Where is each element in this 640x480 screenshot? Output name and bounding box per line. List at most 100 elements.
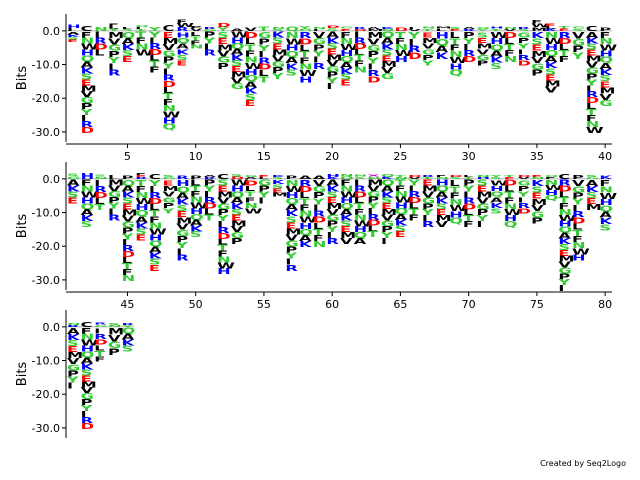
residue-glyph: H <box>176 30 190 39</box>
residue-glyph: I <box>94 326 100 335</box>
residue-glyph: N <box>449 50 463 60</box>
residue-glyph: G <box>572 38 585 48</box>
residue-glyph: R <box>149 191 162 200</box>
x-tick-label: 35 <box>530 150 544 163</box>
residue-glyph: C <box>558 172 570 181</box>
residue-glyph: S <box>190 230 202 239</box>
residue-glyph: V <box>122 214 135 223</box>
residue-glyph: H <box>217 267 231 276</box>
residue-glyph: M <box>163 184 179 193</box>
residue-glyph: I <box>517 195 523 204</box>
residue-glyph: A <box>122 184 135 193</box>
residue-glyph: G <box>67 363 80 372</box>
residue-glyph: I <box>258 50 264 60</box>
residue-glyph: P <box>558 272 570 281</box>
residue-glyph: T <box>449 37 460 47</box>
residue-glyph: I <box>422 214 428 223</box>
residue-glyph: P <box>572 174 584 180</box>
residue-glyph: V <box>340 237 353 246</box>
residue-glyph: G <box>531 210 544 220</box>
residue-glyph: V <box>81 386 94 395</box>
y-tick-label: -20.0 <box>32 92 60 105</box>
residue-glyph: S <box>436 202 448 211</box>
residue-glyph: D <box>517 174 530 177</box>
residue-glyph: N <box>586 120 600 129</box>
residue-glyph: G <box>477 202 490 211</box>
residue-glyph: A <box>586 30 599 39</box>
residue-glyph: Y <box>421 208 435 217</box>
residue-glyph: K <box>149 252 163 261</box>
residue-glyph: N <box>149 221 163 230</box>
residue-glyph: W <box>244 206 262 215</box>
residue-glyph: C <box>81 320 93 329</box>
y-axis-title: Bits <box>15 362 30 387</box>
residue-glyph: N <box>108 324 122 327</box>
residue-glyph: T <box>395 178 407 187</box>
residue-glyph: T <box>204 213 216 222</box>
residue-glyph: G <box>313 185 326 194</box>
residue-glyph: P <box>176 235 188 245</box>
residue-glyph: I <box>408 184 414 193</box>
residue-glyph: K <box>231 202 245 211</box>
residue-glyph: I <box>67 382 73 391</box>
residue-glyph: T <box>135 179 146 188</box>
residue-glyph: S <box>272 36 284 45</box>
residue-glyph: G <box>326 65 339 74</box>
residue-glyph: E <box>272 187 283 193</box>
residue-glyph: K <box>272 174 286 177</box>
residue-glyph: Q <box>122 326 136 335</box>
residue-glyph: D <box>244 178 257 187</box>
residue-glyph: M <box>599 87 615 97</box>
residue-glyph: A <box>81 60 94 69</box>
residue-glyph: T <box>504 174 515 177</box>
residue-glyph: L <box>545 25 556 29</box>
residue-glyph: I <box>163 68 169 77</box>
residue-glyph: M <box>176 216 192 226</box>
residue-glyph: T <box>94 203 105 212</box>
residue-glyph: L <box>449 31 459 41</box>
residue-glyph: K <box>299 240 313 249</box>
x-tick-label: 20 <box>325 150 339 163</box>
residue-glyph: W <box>354 219 372 228</box>
residue-glyph: G <box>586 176 599 179</box>
residue-glyph: Y <box>475 28 489 31</box>
x-tick-label: 55 <box>257 298 271 311</box>
residue-glyph: I <box>313 56 319 66</box>
residue-glyph: S <box>586 191 598 200</box>
residue-glyph: T <box>258 25 270 32</box>
residue-glyph: I <box>367 207 373 216</box>
residue-glyph: I <box>381 237 387 246</box>
residue-glyph: I <box>149 36 155 45</box>
residue-glyph: D <box>586 96 599 105</box>
x-tick-label: 40 <box>598 150 612 163</box>
residue-glyph: T <box>149 209 160 218</box>
residue-glyph: V <box>217 50 230 60</box>
residue-glyph: H <box>490 184 504 193</box>
residue-glyph: V <box>313 179 326 188</box>
residue-glyph: H <box>176 179 190 189</box>
residue-glyph: E <box>326 196 337 205</box>
residue-glyph: H <box>285 191 299 200</box>
residue-glyph: Y <box>79 404 93 413</box>
residue-glyph: T <box>244 43 255 53</box>
residue-glyph: D <box>299 185 312 194</box>
residue-glyph: H <box>231 36 245 45</box>
residue-glyph: V <box>231 76 244 85</box>
residue-glyph: K <box>381 176 395 180</box>
residue-glyph: P <box>367 50 379 60</box>
residue-glyph: V <box>381 213 394 222</box>
residue-glyph: R <box>558 31 571 40</box>
residue-glyph: N <box>313 26 327 29</box>
residue-glyph: D <box>558 37 571 46</box>
residue-glyph: Y <box>462 184 476 193</box>
residue-glyph: L <box>108 25 119 29</box>
residue-glyph: S <box>490 206 502 215</box>
residue-glyph: G <box>326 213 339 222</box>
residue-glyph: H <box>81 48 95 57</box>
residue-glyph: S <box>586 42 598 51</box>
residue-glyph: F <box>299 56 310 66</box>
